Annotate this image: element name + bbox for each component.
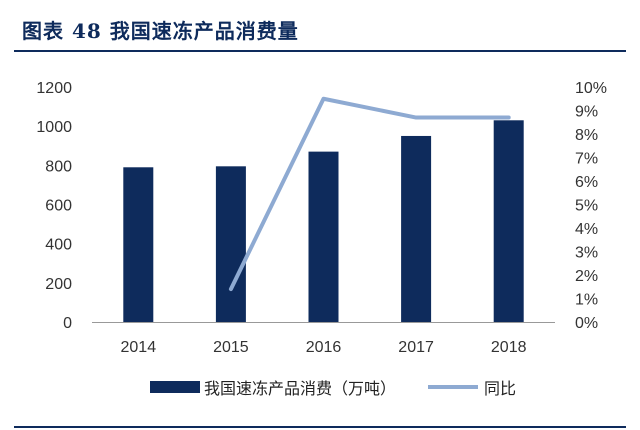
bar-2016 [308,151,339,322]
y-right-tick-label: 0% [575,315,598,332]
y-left-tick-label: 1000 [36,119,72,136]
x-tick-label: 2015 [213,339,249,356]
x-tick-label: 2016 [306,339,342,356]
y-right-tick-label: 9% [575,104,598,121]
y-right-tick-label: 3% [575,245,598,262]
bar-2014 [123,167,154,322]
legend-label-yoy: 同比 [484,381,517,398]
chart-area: 0 200 400 600 800 1000 1200 0% 1% 2% 3% 4% 5% 6% 7% 8% 9… [36,80,607,356]
y-right-tick-label: 8% [575,127,598,144]
x-tick-label: 2014 [121,339,157,356]
y-right-tick-label: 6% [575,174,598,191]
y-right-tick-label: 5% [575,198,598,215]
y-left-tick-label: 400 [45,237,72,254]
title-divider [14,50,626,52]
x-tick-label: 2018 [491,339,527,356]
yoy-line [228,96,511,292]
footer-divider [14,426,626,428]
y-right-tick-label: 1% [575,292,598,309]
x-tick-label: 2017 [398,339,434,356]
y-right-tick-label: 7% [575,151,598,168]
bar-2015 [215,166,246,322]
legend-item-consumption: 我国速冻产品消费（万吨） [150,372,396,402]
bar-2018 [493,120,524,323]
y-left-tick-label: 200 [45,276,72,293]
y-left-tick-label: 0 [63,315,72,332]
legend-bar-swatch [150,381,200,393]
legend-label-consumption: 我国速冻产品消费（万吨） [204,381,397,398]
y-right-tick-label: 2% [575,268,598,285]
y-left-tick-label: 600 [45,198,72,215]
legend-line-swatch [428,385,478,389]
y-right-tick-label: 4% [575,221,598,238]
chart-title: 图表 48 我国速冻产品消费量 [22,19,299,43]
bar-2017 [401,135,432,322]
legend: 我国速冻产品消费（万吨） 同比 [0,372,640,402]
y-right-tick-label: 10% [575,80,607,97]
y-left-tick-label: 800 [45,158,72,175]
legend-item-yoy: 同比 [428,372,516,402]
y-left-tick-label: 1200 [36,80,72,97]
